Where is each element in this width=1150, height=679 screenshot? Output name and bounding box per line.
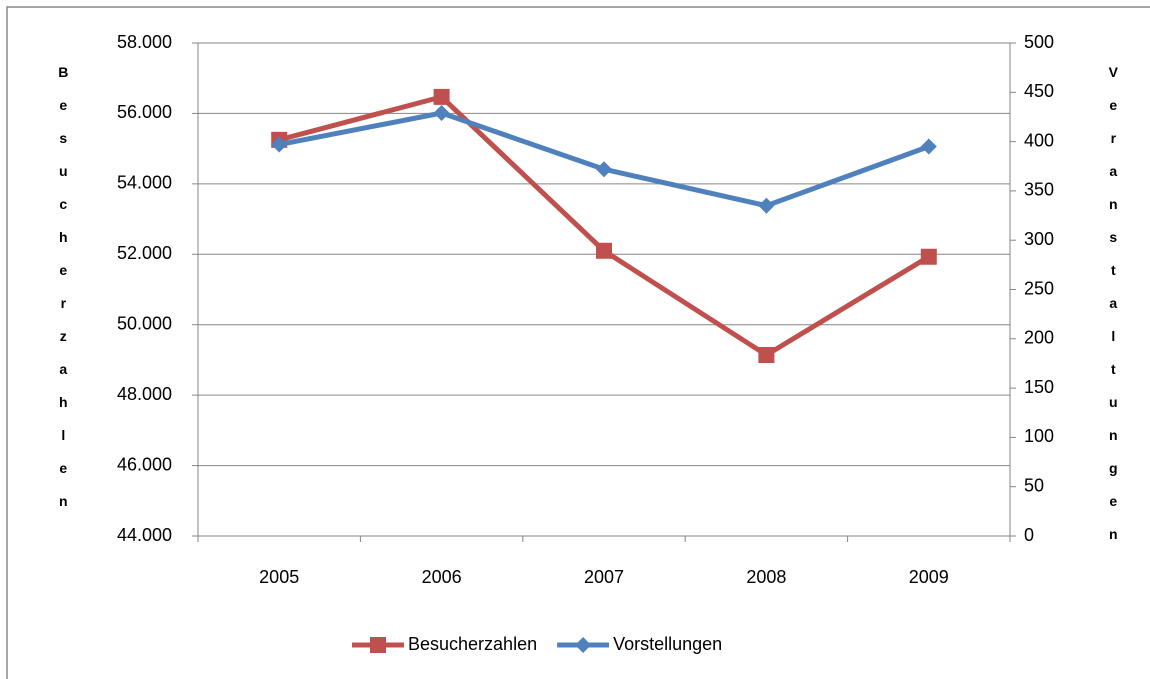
y2-tick-label: 400: [1024, 130, 1054, 150]
data-point: [433, 105, 450, 122]
data-point: [433, 88, 450, 105]
x-tick-label: 2007: [584, 567, 624, 587]
legend-label: Besucherzahlen: [408, 634, 537, 654]
y2-tick-label: 0: [1024, 525, 1034, 545]
legend-marker: [575, 637, 592, 653]
y2-tick-label: 50: [1024, 475, 1044, 495]
y-tick-label: 58.000: [117, 32, 172, 52]
data-point: [920, 248, 937, 265]
y-tick-label: 56.000: [117, 102, 172, 122]
y-tick-label: 44.000: [117, 525, 172, 545]
x-tick-label: 2006: [422, 567, 462, 587]
y2-tick-label: 250: [1024, 278, 1054, 298]
data-point: [758, 197, 775, 214]
y-tick-label: 54.000: [117, 173, 172, 193]
chart-frame: [6, 6, 1150, 679]
y-axis-title: Besucherzahlen: [55, 64, 71, 526]
y2-tick-label: 200: [1024, 328, 1054, 348]
y2-axis-title: Veranstaltungen: [1105, 64, 1121, 559]
y2-tick-label: 300: [1024, 229, 1054, 249]
y-tick-label: 48.000: [117, 384, 172, 404]
y2-tick-label: 500: [1024, 32, 1054, 52]
x-tick-label: 2008: [746, 567, 786, 587]
y2-tick-label: 100: [1024, 426, 1054, 446]
data-point: [271, 136, 288, 153]
x-tick-label: 2005: [259, 567, 299, 587]
y-tick-label: 50.000: [117, 313, 172, 333]
data-point: [920, 138, 937, 155]
data-point: [596, 161, 612, 178]
data-point: [758, 346, 775, 363]
legend-label: Vorstellungen: [613, 634, 722, 654]
data-point: [596, 242, 612, 259]
x-tick-label: 2009: [909, 567, 949, 587]
y2-tick-label: 150: [1024, 377, 1054, 397]
y2-tick-label: 350: [1024, 180, 1054, 200]
legend-marker: [370, 637, 386, 653]
y-tick-label: 46.000: [117, 454, 172, 474]
y-tick-label: 52.000: [117, 243, 172, 263]
y2-tick-label: 450: [1024, 81, 1054, 101]
